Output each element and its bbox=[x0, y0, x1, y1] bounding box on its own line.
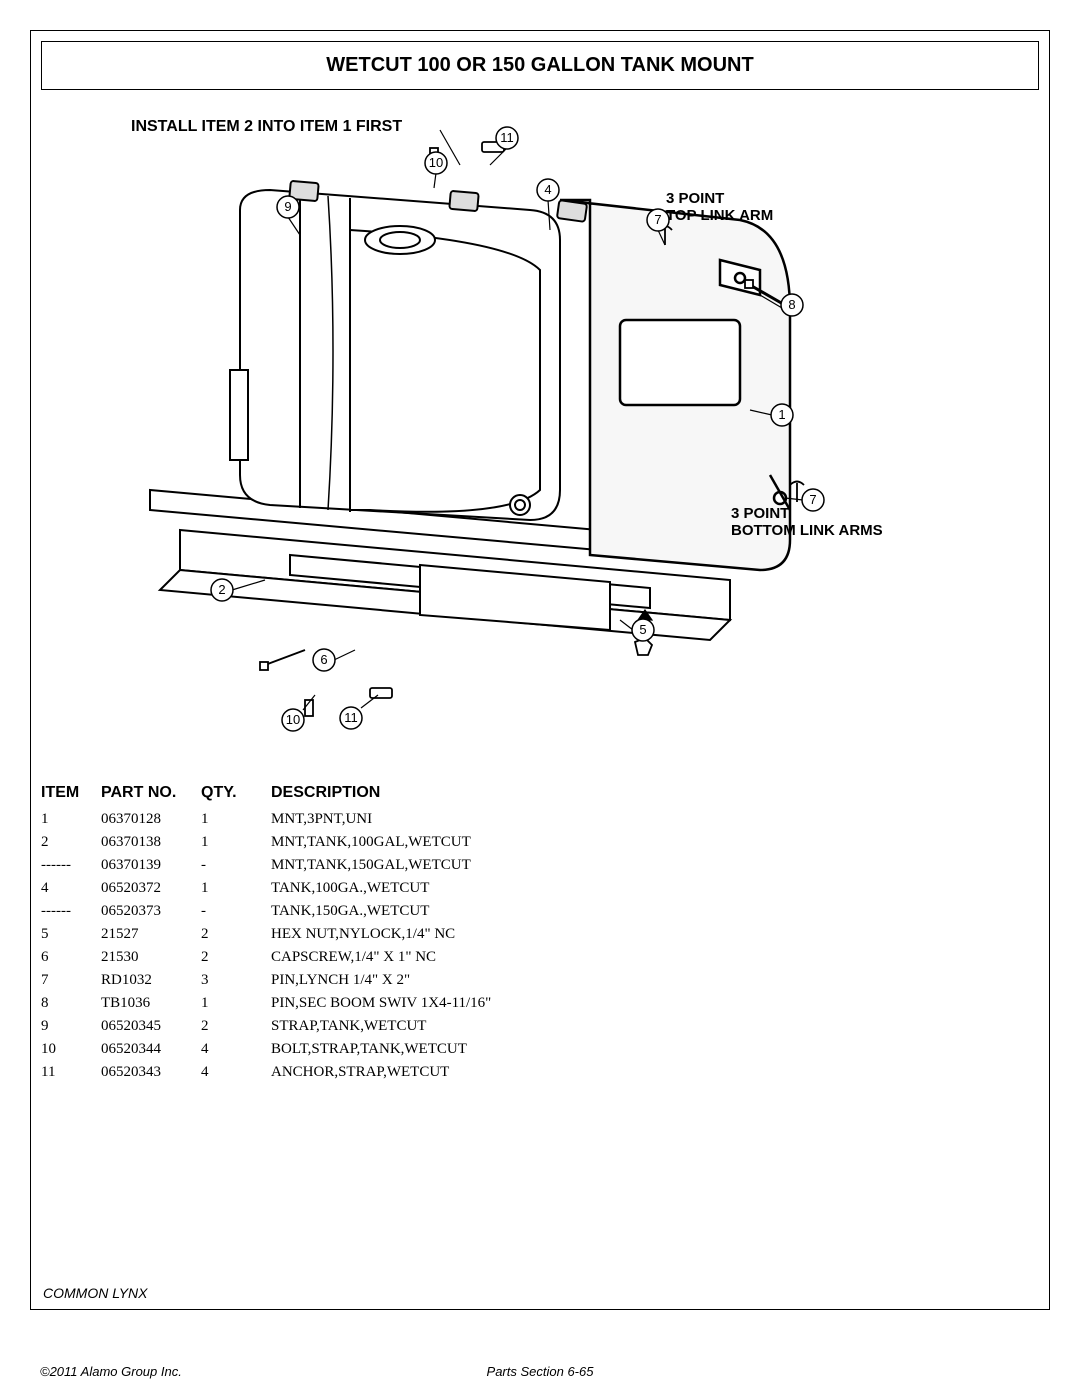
footer-section: Parts Section 6-65 bbox=[487, 1364, 594, 1379]
callout-number: 1 bbox=[778, 407, 785, 422]
cell-desc: ANCHOR,STRAP,WETCUT bbox=[271, 1061, 671, 1084]
cell-part: 06520344 bbox=[101, 1038, 201, 1061]
cell-desc: MNT,3PNT,UNI bbox=[271, 808, 671, 831]
cell-item: 8 bbox=[41, 992, 101, 1015]
cell-part: 06370128 bbox=[101, 808, 201, 831]
cell-part: 06370139 bbox=[101, 854, 201, 877]
cell-part: RD1032 bbox=[101, 969, 201, 992]
callout-number: 11 bbox=[344, 710, 358, 725]
cell-qty: 1 bbox=[201, 992, 271, 1015]
cell-item: 10 bbox=[41, 1038, 101, 1061]
cell-desc: MNT,TANK,100GAL,WETCUT bbox=[271, 831, 671, 854]
table-row: 5215272HEX NUT,NYLOCK,1/4" NC bbox=[41, 923, 671, 946]
cell-item: 2 bbox=[41, 831, 101, 854]
cell-item: ------ bbox=[41, 900, 101, 923]
cell-qty: 4 bbox=[201, 1061, 271, 1084]
cell-desc: BOLT,STRAP,TANK,WETCUT bbox=[271, 1038, 671, 1061]
cell-desc: HEX NUT,NYLOCK,1/4" NC bbox=[271, 923, 671, 946]
header-desc: DESCRIPTION bbox=[271, 780, 671, 808]
cell-desc: CAPSCREW,1/4" X 1" NC bbox=[271, 946, 671, 969]
callout-number: 10 bbox=[286, 712, 300, 727]
table-row: 6215302CAPSCREW,1/4" X 1" NC bbox=[41, 946, 671, 969]
callout-number: 7 bbox=[654, 212, 661, 227]
cell-part: TB1036 bbox=[101, 992, 201, 1015]
cell-desc: MNT,TANK,150GAL,WETCUT bbox=[271, 854, 671, 877]
cell-qty: - bbox=[201, 900, 271, 923]
cell-part: 06520372 bbox=[101, 877, 201, 900]
header-item: ITEM bbox=[41, 780, 101, 808]
table-row: ------06520373-TANK,150GA.,WETCUT bbox=[41, 900, 671, 923]
table-row: 10065203444BOLT,STRAP,TANK,WETCUT bbox=[41, 1038, 671, 1061]
cell-part: 06520343 bbox=[101, 1061, 201, 1084]
footer-copyright: ©2011 Alamo Group Inc. bbox=[40, 1364, 182, 1379]
cell-qty: 1 bbox=[201, 877, 271, 900]
cell-desc: PIN,SEC BOOM SWIV 1X4-11/16" bbox=[271, 992, 671, 1015]
cell-item: 7 bbox=[41, 969, 101, 992]
cell-item: 4 bbox=[41, 877, 101, 900]
cell-desc: TANK,150GA.,WETCUT bbox=[271, 900, 671, 923]
table-row: 2063701381MNT,TANK,100GAL,WETCUT bbox=[41, 831, 671, 854]
cell-item: 11 bbox=[41, 1061, 101, 1084]
cell-qty: 2 bbox=[201, 923, 271, 946]
cell-part: 21530 bbox=[101, 946, 201, 969]
footer-inside: COMMON LYNX bbox=[43, 1285, 148, 1301]
cell-item: 6 bbox=[41, 946, 101, 969]
page-frame: WETCUT 100 OR 150 GALLON TANK MOUNT INST… bbox=[30, 30, 1050, 1310]
cell-item: 9 bbox=[41, 1015, 101, 1038]
label-top-link: 3 POINT TOP LINK ARM bbox=[666, 190, 773, 224]
table-row: 1063701281MNT,3PNT,UNI bbox=[41, 808, 671, 831]
cell-qty: 1 bbox=[201, 808, 271, 831]
diagram-svg: 11109478172561011 bbox=[41, 110, 1039, 760]
cell-qty: - bbox=[201, 854, 271, 877]
parts-table: ITEM PART NO. QTY. DESCRIPTION 106370128… bbox=[41, 780, 671, 1084]
cell-qty: 4 bbox=[201, 1038, 271, 1061]
header-part: PART NO. bbox=[101, 780, 201, 808]
cell-desc: TANK,100GA.,WETCUT bbox=[271, 877, 671, 900]
cell-item: 5 bbox=[41, 923, 101, 946]
callout-number: 11 bbox=[500, 130, 514, 145]
cell-part: 06520345 bbox=[101, 1015, 201, 1038]
cell-desc: STRAP,TANK,WETCUT bbox=[271, 1015, 671, 1038]
cell-desc: PIN,LYNCH 1/4" X 2" bbox=[271, 969, 671, 992]
cell-item: ------ bbox=[41, 854, 101, 877]
label-bottom-link: 3 POINT BOTTOM LINK ARMS bbox=[731, 505, 883, 539]
cell-qty: 2 bbox=[201, 946, 271, 969]
install-note: INSTALL ITEM 2 INTO ITEM 1 FIRST bbox=[131, 118, 402, 136]
callout-number: 6 bbox=[320, 652, 327, 667]
cell-item: 1 bbox=[41, 808, 101, 831]
cell-part: 06520373 bbox=[101, 900, 201, 923]
table-row: 9065203452STRAP,TANK,WETCUT bbox=[41, 1015, 671, 1038]
table-row: 8TB10361PIN,SEC BOOM SWIV 1X4-11/16" bbox=[41, 992, 671, 1015]
cell-part: 21527 bbox=[101, 923, 201, 946]
table-row: 7RD10323PIN,LYNCH 1/4" X 2" bbox=[41, 969, 671, 992]
callout-number: 4 bbox=[544, 182, 551, 197]
table-row: ------06370139-MNT,TANK,150GAL,WETCUT bbox=[41, 854, 671, 877]
table-row: 11065203434ANCHOR,STRAP,WETCUT bbox=[41, 1061, 671, 1084]
cell-part: 06370138 bbox=[101, 831, 201, 854]
cell-qty: 1 bbox=[201, 831, 271, 854]
table-header-row: ITEM PART NO. QTY. DESCRIPTION bbox=[41, 780, 671, 808]
cell-qty: 3 bbox=[201, 969, 271, 992]
exploded-diagram: INSTALL ITEM 2 INTO ITEM 1 FIRST bbox=[41, 110, 1039, 760]
callout-number: 2 bbox=[218, 582, 225, 597]
header-qty: QTY. bbox=[201, 780, 271, 808]
callout-number: 8 bbox=[788, 297, 795, 312]
callout-number: 9 bbox=[284, 199, 291, 214]
table-row: 4065203721TANK,100GA.,WETCUT bbox=[41, 877, 671, 900]
callout-number: 10 bbox=[429, 155, 443, 170]
page-title: WETCUT 100 OR 150 GALLON TANK MOUNT bbox=[41, 41, 1039, 90]
cell-qty: 2 bbox=[201, 1015, 271, 1038]
callout-number: 5 bbox=[639, 622, 646, 637]
